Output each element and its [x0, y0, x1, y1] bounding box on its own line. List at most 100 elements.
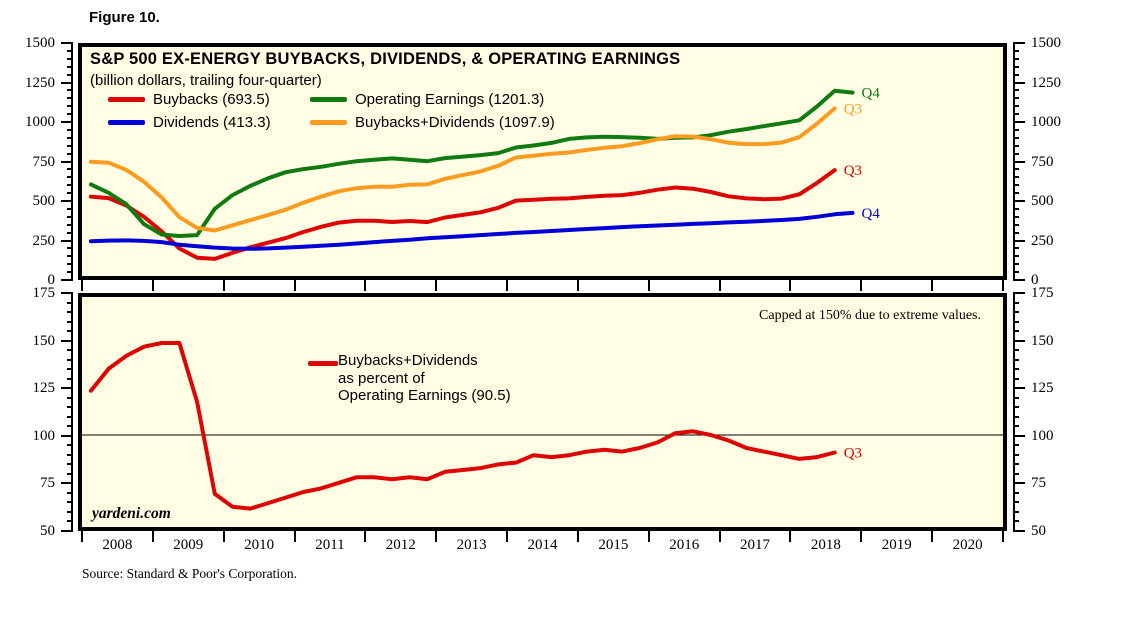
- y-tick-right: [1013, 311, 1019, 314]
- y-tick-right: [1013, 73, 1019, 76]
- y-tick-right: [1013, 42, 1025, 44]
- x-tick: [222, 280, 225, 291]
- legend-item-dividends: Dividends (413.3): [108, 114, 271, 131]
- y-tick-left: [67, 176, 73, 179]
- y-tick-right: [1013, 434, 1025, 437]
- chart-title: S&P 500 EX-ENERGY BUYBACKS, DIVIDENDS, &…: [90, 50, 681, 68]
- dividends-line-swatch: [108, 120, 145, 125]
- y-tick-right: [1013, 453, 1019, 456]
- y-tick-label-left: 1000: [25, 114, 55, 130]
- y-tick-right: [1013, 279, 1025, 281]
- y-tick-right: [1013, 160, 1025, 163]
- series-line-0: [88, 168, 837, 261]
- y-tick-right: [1013, 128, 1019, 131]
- x-tick-label: 2020: [952, 537, 983, 553]
- y-tick-right: [1013, 57, 1019, 60]
- y-tick-label-left: 175: [32, 285, 56, 301]
- y-tick-right: [1013, 387, 1025, 390]
- y-tick-label-left: 1500: [25, 35, 55, 51]
- x-tick: [506, 280, 509, 291]
- x-tick-label: 2013: [456, 537, 487, 553]
- y-tick-left: [67, 73, 73, 76]
- y-tick-label-left: 125: [32, 380, 56, 397]
- x-tick: [506, 531, 509, 542]
- y-tick-label-left: 75: [40, 475, 55, 492]
- y-tick-left: [67, 330, 73, 333]
- y-tick-left: [67, 358, 73, 361]
- x-tick: [435, 531, 438, 542]
- legend-item-buybacks: Buybacks (693.5): [108, 91, 270, 108]
- y-tick-right: [1013, 530, 1025, 532]
- y-tick-left: [67, 136, 73, 139]
- y-tick-label-left: 150: [32, 332, 56, 349]
- end-label-2: Q4: [862, 86, 881, 102]
- buybacks-line-swatch: [108, 97, 145, 102]
- y-tick-right: [1013, 396, 1019, 399]
- x-tick: [860, 280, 863, 291]
- bottom-chart-panel: Q3 Capped at 150% due to extreme values.…: [78, 293, 1007, 531]
- y-tick-right: [1013, 49, 1019, 52]
- y-tick-label-right: 75: [1031, 475, 1046, 492]
- y-tick-right: [1013, 463, 1019, 466]
- y-tick-label-right: 0: [1031, 272, 1039, 288]
- y-tick-label-left: 50: [40, 523, 55, 539]
- x-tick: [364, 531, 367, 542]
- y-tick-left: [67, 453, 73, 456]
- y-tick-left: [67, 113, 73, 116]
- y-tick-label-left: 250: [32, 232, 56, 249]
- x-tick-label: 2018: [810, 537, 841, 553]
- y-tick-left: [67, 223, 73, 226]
- y-tick-label-left: 500: [32, 193, 56, 209]
- y-tick-label-right: 150: [1031, 332, 1054, 349]
- y-tick-right: [1013, 406, 1019, 409]
- y-tick-left: [67, 463, 73, 466]
- x-tick: [931, 280, 934, 291]
- y-tick-label-right: 750: [1031, 153, 1054, 170]
- y-tick-left: [67, 349, 73, 352]
- x-tick: [1002, 280, 1004, 291]
- x-tick: [789, 531, 792, 542]
- y-axis-spine-left: [71, 293, 73, 531]
- y-tick-right: [1013, 271, 1019, 274]
- y-tick-right: [1013, 349, 1019, 352]
- y-tick-label-right: 250: [1031, 232, 1054, 249]
- series-line-3: [88, 106, 837, 233]
- y-tick-left: [61, 387, 73, 390]
- legend-label-dividends: Dividends (413.3): [153, 114, 271, 131]
- y-tick-right: [1013, 444, 1019, 447]
- y-tick-label-right: 175: [1031, 285, 1054, 301]
- x-tick: [364, 280, 367, 291]
- chart-subtitle: (billion dollars, trailing four-quarter): [90, 72, 322, 89]
- y-tick-label-left: 1250: [25, 74, 55, 91]
- y-tick-right: [1013, 301, 1019, 304]
- y-tick-left: [61, 239, 73, 242]
- y-tick-right: [1013, 97, 1019, 100]
- ratio-legend-line-2: as percent of: [338, 369, 425, 387]
- y-tick-right: [1013, 358, 1019, 361]
- series-line-2: [88, 88, 855, 238]
- y-tick-left: [67, 320, 73, 323]
- figure-label: Figure 10.: [89, 9, 160, 26]
- y-tick-right: [1013, 501, 1019, 504]
- x-tick: [151, 280, 154, 291]
- y-tick-left: [67, 168, 73, 171]
- y-tick-left: [67, 97, 73, 100]
- end-label-0: Q3: [844, 163, 862, 179]
- y-tick-left: [67, 263, 73, 266]
- y-tick-right: [1013, 168, 1019, 171]
- buybacks-dividends-line-swatch: [310, 120, 347, 125]
- y-tick-left: [61, 200, 73, 202]
- y-tick-label-right: 50: [1031, 523, 1046, 539]
- y-tick-left: [67, 128, 73, 131]
- y-tick-label-right: 125: [1031, 380, 1054, 397]
- x-tick: [293, 531, 296, 542]
- x-tick: [435, 280, 438, 291]
- y-tick-right: [1013, 223, 1019, 226]
- y-tick-label-right: 1000: [1031, 114, 1061, 130]
- y-tick-right: [1013, 121, 1025, 123]
- y-tick-left: [61, 81, 73, 84]
- y-tick-left: [67, 301, 73, 304]
- y-tick-left: [67, 192, 73, 195]
- y-tick-label-left: 750: [32, 153, 56, 170]
